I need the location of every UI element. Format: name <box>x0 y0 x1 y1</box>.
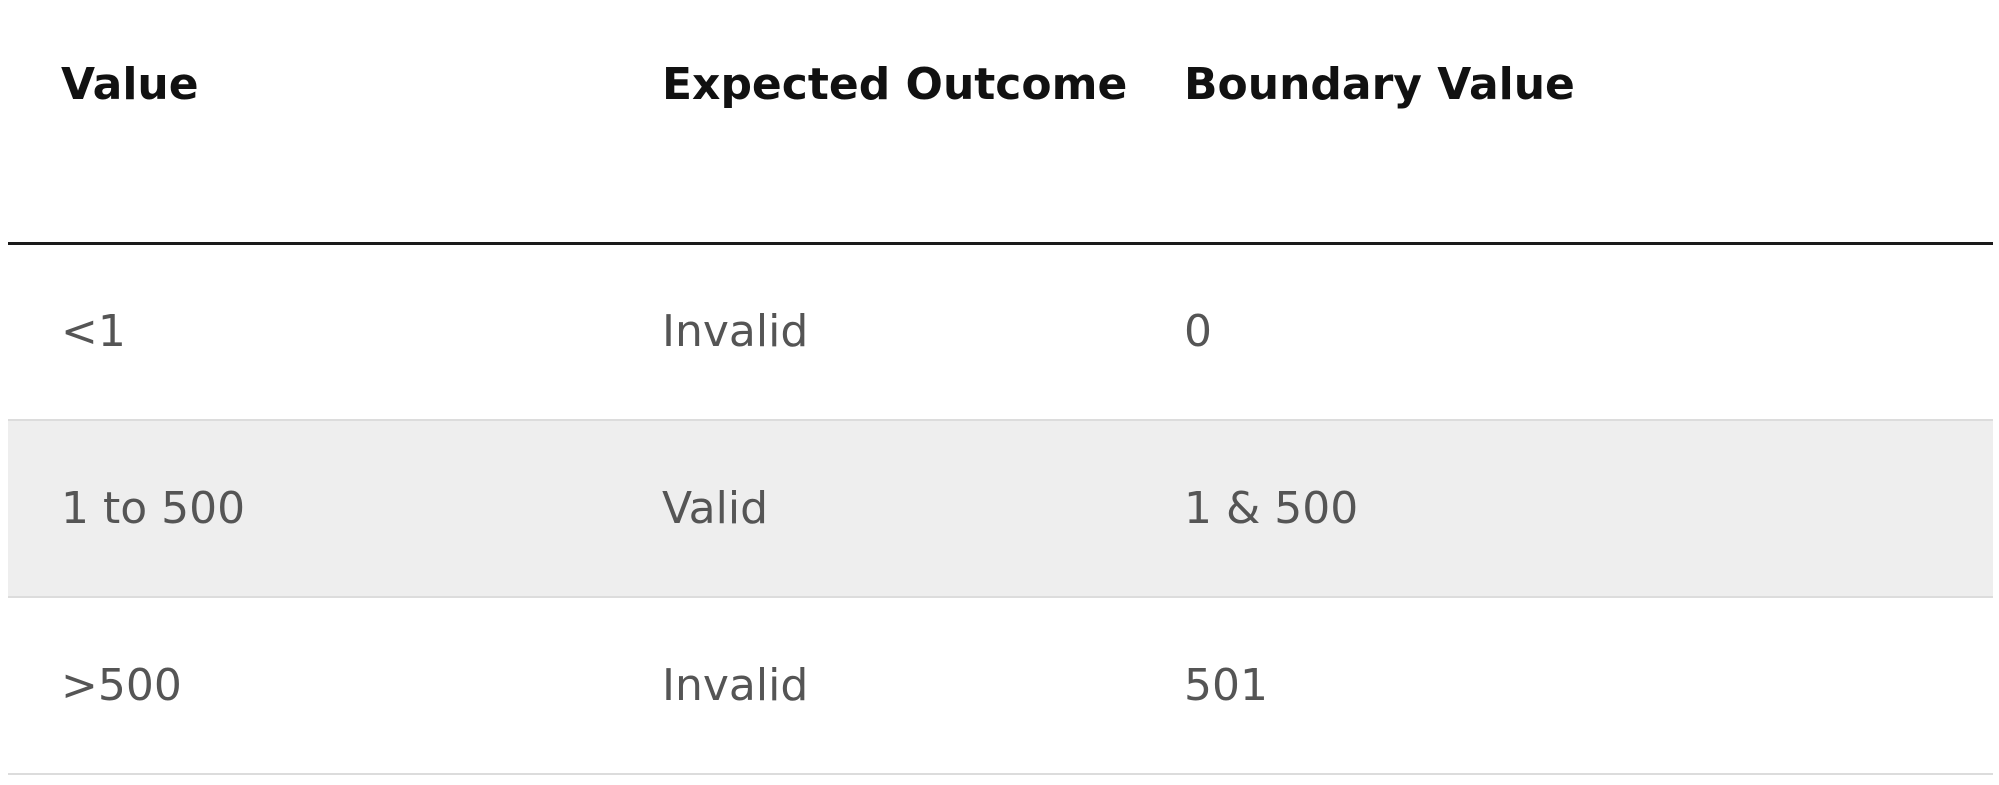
cell-boundary-value: 1 & 500 <box>1184 483 1359 534</box>
boundary-value-table-container: Value Expected Outcome Boundary Value <1… <box>8 0 1993 775</box>
header-value: Value <box>8 0 659 245</box>
table-row: <1 Invalid 0 <box>8 243 1993 420</box>
table-row: 1 to 500 Valid 1 & 500 <box>8 420 1993 597</box>
boundary-value-table: Value Expected Outcome Boundary Value <1… <box>8 0 1993 775</box>
header-expected-outcome: Expected Outcome <box>659 0 1181 245</box>
cell-value: <1 <box>61 306 126 358</box>
table-row: >500 Invalid 501 <box>8 597 1993 774</box>
cell-value: >500 <box>61 660 182 711</box>
cell-expected-outcome: Invalid <box>662 306 809 358</box>
cell-expected-outcome: Invalid <box>662 660 809 711</box>
header-boundary-value: Boundary Value <box>1181 0 1993 245</box>
cell-value: 1 to 500 <box>61 483 246 534</box>
table-header: Value Expected Outcome Boundary Value <box>8 0 1993 245</box>
cell-expected-outcome: Valid <box>662 483 769 534</box>
header-row: Value Expected Outcome Boundary Value <box>8 0 1993 245</box>
table-body: <1 Invalid 0 1 to 500 Valid 1 & 500 >500… <box>8 243 1993 774</box>
cell-boundary-value: 0 <box>1184 306 1212 358</box>
cell-boundary-value: 501 <box>1184 660 1268 711</box>
